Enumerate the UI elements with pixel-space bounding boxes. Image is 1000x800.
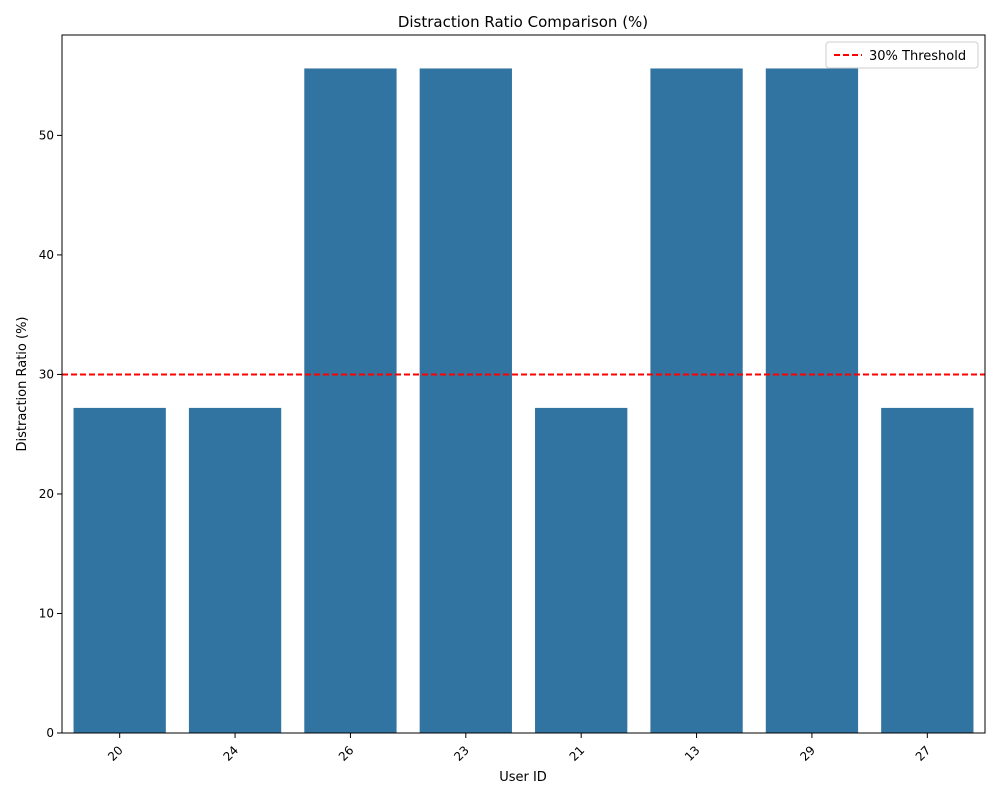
y-tick-label-20: 20	[39, 487, 54, 501]
bar-23	[419, 68, 512, 733]
bar-20	[73, 407, 166, 733]
legend-threshold-label: 30% Threshold	[869, 49, 966, 64]
y-axis: 0 10 20 30 40 50	[39, 128, 62, 740]
y-tick-label-0: 0	[46, 726, 54, 740]
x-tick-label-13: 13	[682, 743, 703, 764]
bar-24	[188, 407, 282, 733]
legend: 30% Threshold	[825, 41, 979, 69]
x-tick-label-23: 23	[451, 743, 472, 764]
x-tick-label-20: 20	[105, 743, 126, 764]
x-axis-label: User ID	[499, 770, 547, 785]
bar-27	[881, 407, 974, 733]
bar-29	[765, 68, 859, 733]
y-tick-label-50: 50	[39, 128, 54, 142]
y-tick-label-40: 40	[39, 248, 54, 262]
x-tick-label-27: 27	[913, 743, 934, 764]
x-tick-label-29: 29	[797, 743, 818, 764]
bar-26	[304, 68, 397, 733]
bar-21	[535, 407, 628, 733]
y-tick-label-10: 10	[39, 606, 54, 620]
bar-13	[650, 68, 743, 733]
chart-title: Distraction Ratio Comparison (%)	[398, 13, 648, 31]
y-axis-label: Distraction Ratio (%)	[15, 317, 30, 452]
y-tick-label-30: 30	[39, 367, 54, 381]
x-tick-label-21: 21	[567, 743, 588, 764]
x-tick-label-24: 24	[220, 743, 241, 764]
plot-frame	[61, 34, 986, 734]
legend-box	[825, 41, 979, 69]
bars-group	[73, 68, 974, 733]
x-axis: 20 24 26 23 21 13 29 27	[105, 733, 933, 764]
x-tick-label-26: 26	[336, 743, 357, 764]
